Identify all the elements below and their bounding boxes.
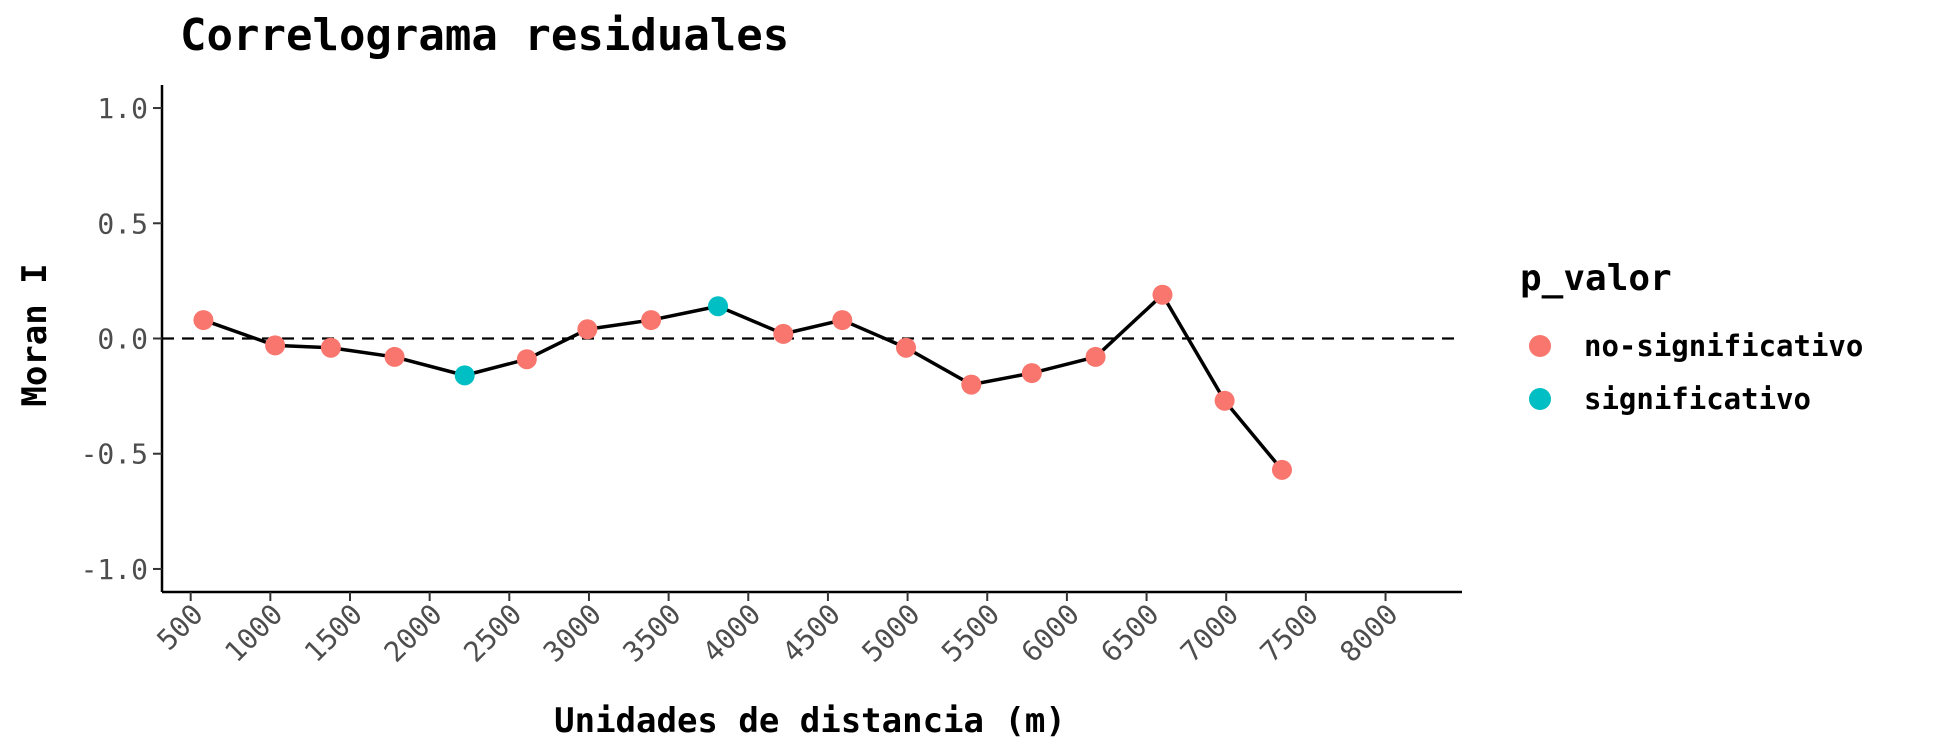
x-tick-label: 4000 xyxy=(696,598,767,669)
data-point-no-significativo xyxy=(516,349,537,370)
legend-key-significativo xyxy=(1529,388,1551,410)
data-point-no-significativo xyxy=(320,337,341,358)
data-point-no-significativo xyxy=(193,310,214,331)
data-point-significativo xyxy=(454,365,475,386)
data-point-no-significativo xyxy=(1152,284,1173,305)
y-tick-label: 0.0 xyxy=(97,323,148,356)
legend-title: p_valor xyxy=(1520,258,1672,299)
y-tick-label: -0.5 xyxy=(81,438,148,471)
y-axis-title: Moran I xyxy=(15,263,55,406)
data-point-no-significativo xyxy=(1085,346,1106,367)
x-axis-title: Unidades de distancia (m) xyxy=(554,701,1066,741)
x-tick-label: 7500 xyxy=(1254,598,1325,669)
legend-label: no-significativo xyxy=(1584,329,1863,363)
x-tick-label: 7000 xyxy=(1174,598,1245,669)
legend-key-no-significativo xyxy=(1529,335,1551,357)
data-point-no-significativo xyxy=(641,310,662,331)
x-tick-label: 5500 xyxy=(935,598,1006,669)
data-point-no-significativo xyxy=(895,337,916,358)
x-tick-label: 1000 xyxy=(218,598,289,669)
data-point-no-significativo xyxy=(832,310,853,331)
series-line xyxy=(202,292,1284,471)
x-axis: 500 1000 1500 2000 2500 3000 3500 4000 4500 5000 5… xyxy=(151,590,1462,669)
plot-area xyxy=(162,284,1462,480)
data-point-no-significativo xyxy=(773,323,794,344)
chart-title: Correlograma residuales xyxy=(180,10,789,61)
x-tick-label: 4500 xyxy=(776,598,847,669)
x-tick-label: 5000 xyxy=(856,598,927,669)
data-point-significativo xyxy=(708,296,729,317)
data-point-no-significativo xyxy=(1271,459,1292,480)
x-tick-label: 6500 xyxy=(1094,598,1165,669)
x-tick-label: 500 xyxy=(151,598,210,657)
data-point-no-significativo xyxy=(1021,363,1042,384)
y-tick-label: 1.0 xyxy=(97,92,148,125)
data-point-no-significativo xyxy=(1214,390,1235,411)
y-tick-label: -1.0 xyxy=(81,553,148,586)
y-tick-label: 0.5 xyxy=(97,207,148,240)
legend: p_valor no-significativo significativo xyxy=(1520,258,1863,416)
x-tick-label: 8000 xyxy=(1333,598,1404,669)
data-point-no-significativo xyxy=(961,374,982,395)
x-tick-label: 2500 xyxy=(457,598,528,669)
y-axis: 1.0 0.5 0.0 -0.5 -1.0 xyxy=(81,85,164,592)
data-point-no-significativo xyxy=(384,346,405,367)
x-tick-label: 1500 xyxy=(298,598,369,669)
x-tick-label: 2000 xyxy=(378,598,449,669)
data-point-no-significativo xyxy=(265,335,286,356)
data-point-no-significativo xyxy=(577,319,598,340)
legend-label: significativo xyxy=(1584,382,1811,416)
x-tick-label: 3500 xyxy=(617,598,688,669)
x-tick-label: 6000 xyxy=(1015,598,1086,669)
x-tick-label: 3000 xyxy=(537,598,608,669)
